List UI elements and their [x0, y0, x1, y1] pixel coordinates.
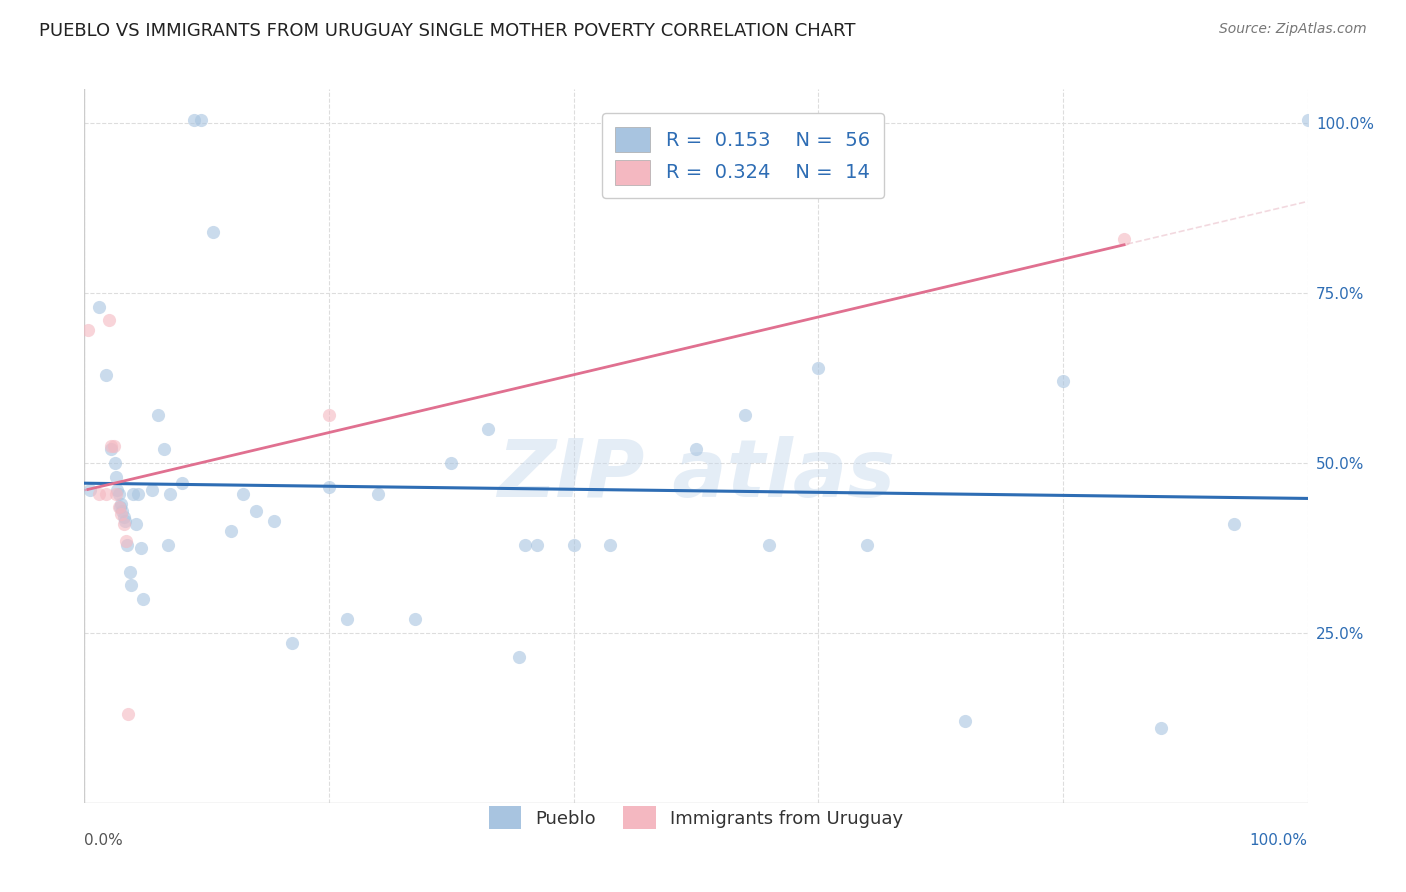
Point — [105, 486, 128, 500]
Point — [132, 591, 155, 606]
Point — [127, 486, 149, 500]
Point — [110, 507, 132, 521]
Point — [105, 469, 128, 483]
Point — [153, 442, 176, 457]
Point — [146, 409, 169, 423]
Point — [104, 456, 127, 470]
Point — [201, 225, 224, 239]
Point — [263, 514, 285, 528]
Legend: Pueblo, Immigrants from Uruguay: Pueblo, Immigrants from Uruguay — [478, 796, 914, 840]
Point — [440, 456, 463, 470]
Point — [105, 483, 128, 498]
Point — [562, 537, 585, 551]
Point — [87, 300, 110, 314]
Point — [97, 313, 120, 327]
Point — [103, 439, 125, 453]
Point — [734, 409, 756, 423]
Point — [953, 714, 976, 729]
Point — [404, 612, 426, 626]
Point — [1150, 721, 1173, 735]
Point — [114, 514, 136, 528]
Point — [318, 409, 340, 423]
Point — [856, 537, 879, 551]
Text: PUEBLO VS IMMIGRANTS FROM URUGUAY SINGLE MOTHER POVERTY CORRELATION CHART: PUEBLO VS IMMIGRANTS FROM URUGUAY SINGLE… — [39, 22, 856, 40]
Point — [599, 537, 621, 551]
Point — [115, 534, 138, 549]
Point — [281, 636, 304, 650]
Point — [245, 503, 267, 517]
Point — [367, 486, 389, 500]
Point — [112, 517, 135, 532]
Point — [115, 537, 138, 551]
Text: ZIP atlas: ZIP atlas — [496, 435, 896, 514]
Point — [190, 112, 212, 127]
Point — [1052, 375, 1074, 389]
Point — [108, 500, 131, 515]
Point — [1114, 232, 1136, 246]
Point — [120, 578, 142, 592]
Point — [232, 486, 254, 500]
Point — [526, 537, 548, 551]
Point — [125, 517, 148, 532]
Point — [159, 486, 181, 500]
Point — [513, 537, 536, 551]
Point — [122, 486, 145, 500]
Point — [758, 537, 780, 551]
Point — [685, 442, 707, 457]
Text: 100.0%: 100.0% — [1250, 833, 1308, 847]
Point — [117, 707, 139, 722]
Point — [508, 649, 530, 664]
Point — [87, 486, 110, 500]
Point — [79, 483, 101, 498]
Point — [318, 480, 340, 494]
Point — [107, 486, 129, 500]
Point — [156, 537, 179, 551]
Point — [172, 476, 194, 491]
Point — [219, 524, 242, 538]
Point — [118, 565, 141, 579]
Point — [141, 483, 163, 498]
Point — [1296, 112, 1319, 127]
Point — [112, 510, 135, 524]
Point — [1223, 517, 1246, 532]
Text: 0.0%: 0.0% — [84, 833, 124, 847]
Point — [110, 497, 132, 511]
Point — [96, 486, 118, 500]
Point — [100, 439, 122, 453]
Text: Source: ZipAtlas.com: Source: ZipAtlas.com — [1219, 22, 1367, 37]
Point — [111, 503, 134, 517]
Point — [107, 500, 129, 515]
Point — [183, 112, 205, 127]
Point — [477, 422, 499, 436]
Point — [336, 612, 359, 626]
Point — [77, 323, 100, 337]
Point — [807, 360, 830, 375]
Point — [129, 541, 152, 555]
Point — [100, 442, 122, 457]
Point — [96, 368, 118, 382]
